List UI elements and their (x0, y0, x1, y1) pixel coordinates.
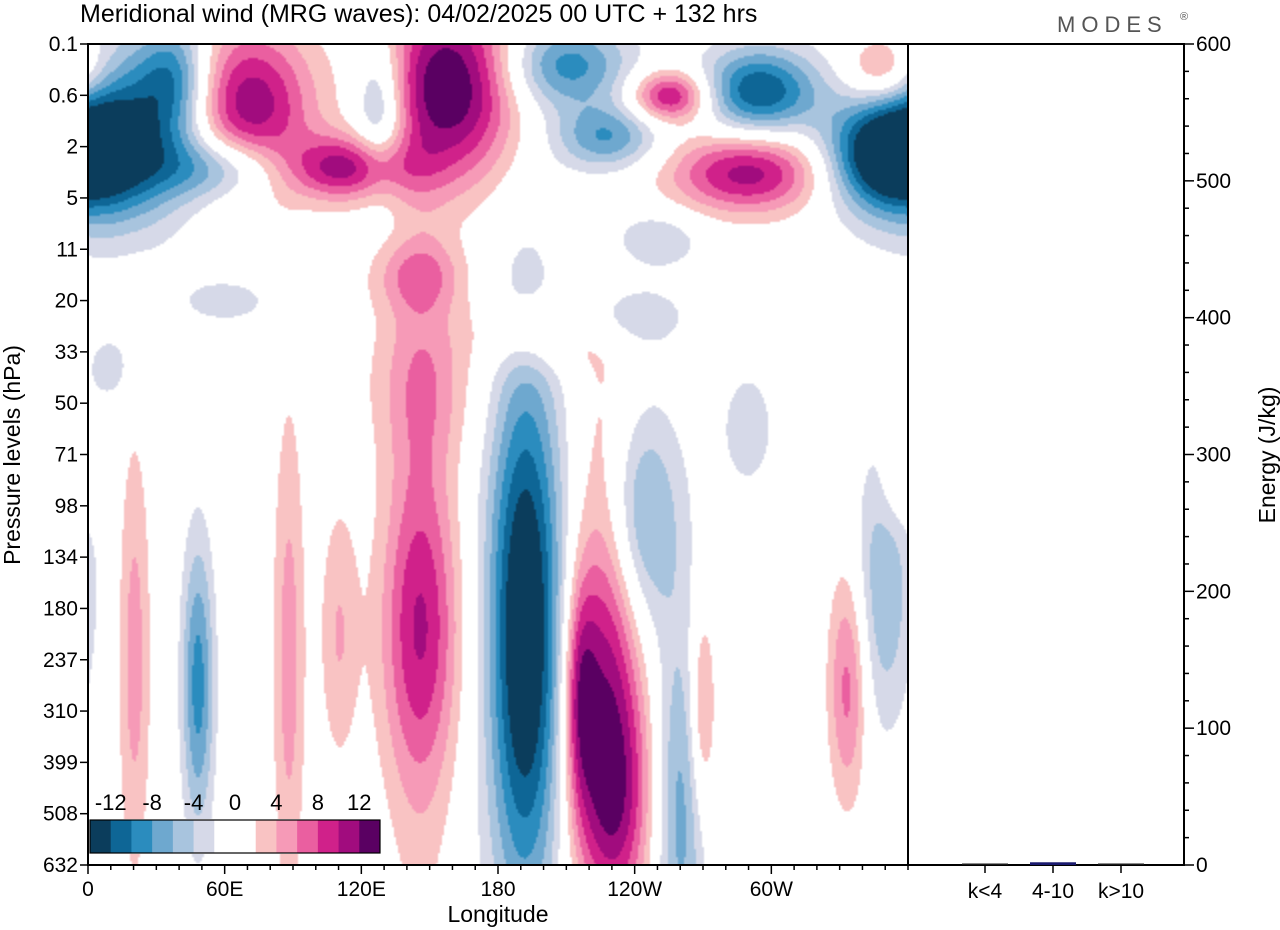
colorbar-tick-label: 0 (229, 790, 241, 815)
colorbar-swatch (359, 820, 381, 853)
energy-tick-label: 0 (1196, 854, 1208, 877)
y-tick-label: 399 (43, 751, 78, 774)
y-tick-label: 0.6 (49, 84, 78, 107)
energy-tick-label: 100 (1196, 717, 1231, 740)
y-tick-label: 0.1 (49, 33, 78, 56)
colorbar-swatch (235, 820, 257, 853)
colorbar-tick-label: -8 (142, 790, 162, 815)
x-tick-label: 120E (337, 878, 386, 901)
modes-logo: MODES ® (1057, 11, 1188, 37)
y-tick-label: 310 (43, 700, 78, 723)
colorbar-swatch (90, 820, 112, 853)
x-axis-title: Longitude (447, 901, 548, 927)
modes-logo-mark: ® (1180, 11, 1188, 23)
modes-logo-text: MODES (1057, 12, 1168, 37)
colorbar-frame (89, 819, 381, 854)
colorbar-swatch (172, 820, 195, 853)
bar-panel-frame (907, 43, 1185, 866)
y-tick-label: 508 (43, 803, 78, 826)
colorbar-swatch (317, 820, 340, 853)
main-axes: 0.1 0.6 2 5 11 20 33 50 71 98 134 180 237 310 399 508 63… (43, 33, 909, 901)
colorbar-swatch (276, 820, 298, 853)
energy-bar (962, 863, 1008, 865)
colorbar-swatch (110, 820, 132, 853)
energy-bar (1030, 862, 1076, 865)
x-tick-label: 0 (82, 878, 94, 901)
colorbar-swatch (214, 820, 236, 853)
x-tick-label: 60E (206, 878, 243, 901)
colorbar-swatch (338, 820, 360, 853)
colorbar-swatch (297, 820, 319, 853)
y-tick-label: 11 (56, 238, 78, 261)
x-tick-label: 180 (480, 878, 515, 901)
energy-axis-title: Energy (J/kg) (1254, 387, 1280, 524)
y-axis-title: Pressure levels (hPa) (0, 345, 25, 565)
y-tick-label: 237 (43, 649, 78, 672)
y-tick-label: 33 (55, 341, 78, 364)
colorbar-tick-label: -12 (95, 790, 127, 815)
contour-field-image (88, 44, 908, 865)
colorbar: -12 -8 -4 0 4 8 12 (89, 790, 381, 854)
colorbar-tick-label: -4 (184, 790, 204, 815)
y-tick-label: 71 (55, 444, 78, 467)
colorbar-swatch (131, 820, 153, 853)
contour-field (88, 44, 908, 865)
y-tick-label: 98 (55, 495, 78, 518)
bar-category-label: k>10 (1098, 880, 1144, 903)
y-tick-label: 50 (55, 392, 78, 415)
energy-bar (1098, 863, 1144, 865)
colorbar-swatch (152, 820, 174, 853)
chart-title: Meridional wind (MRG waves): 04/02/2025 … (80, 0, 757, 28)
y-tick-label: 632 (43, 854, 78, 877)
y-tick-label: 2 (66, 136, 78, 159)
bar-category-label: k<4 (968, 880, 1003, 903)
x-tick-label: 120W (607, 878, 662, 901)
energy-tick-label: 500 (1196, 170, 1231, 193)
bar-category-label: 4-10 (1032, 880, 1074, 903)
energy-bar-panel: 0 100 200 300 400 500 600 k<4 4-10 k>10 (907, 33, 1231, 903)
energy-tick-label: 400 (1196, 307, 1231, 330)
colorbar-tick-label: 4 (270, 790, 282, 815)
y-tick-label: 180 (43, 597, 78, 620)
energy-tick-label: 300 (1196, 444, 1231, 467)
colorbar-swatch (255, 820, 277, 853)
colorbar-tick-label: 12 (347, 790, 371, 815)
y-tick-label: 5 (66, 187, 78, 210)
y-tick-label: 20 (55, 290, 78, 313)
colorbar-swatch (193, 820, 215, 853)
x-tick-label: 60W (750, 878, 793, 901)
energy-tick-label: 200 (1196, 580, 1231, 603)
y-tick-label: 134 (43, 546, 78, 569)
colorbar-tick-label: 8 (312, 790, 324, 815)
energy-tick-label: 600 (1196, 33, 1231, 56)
